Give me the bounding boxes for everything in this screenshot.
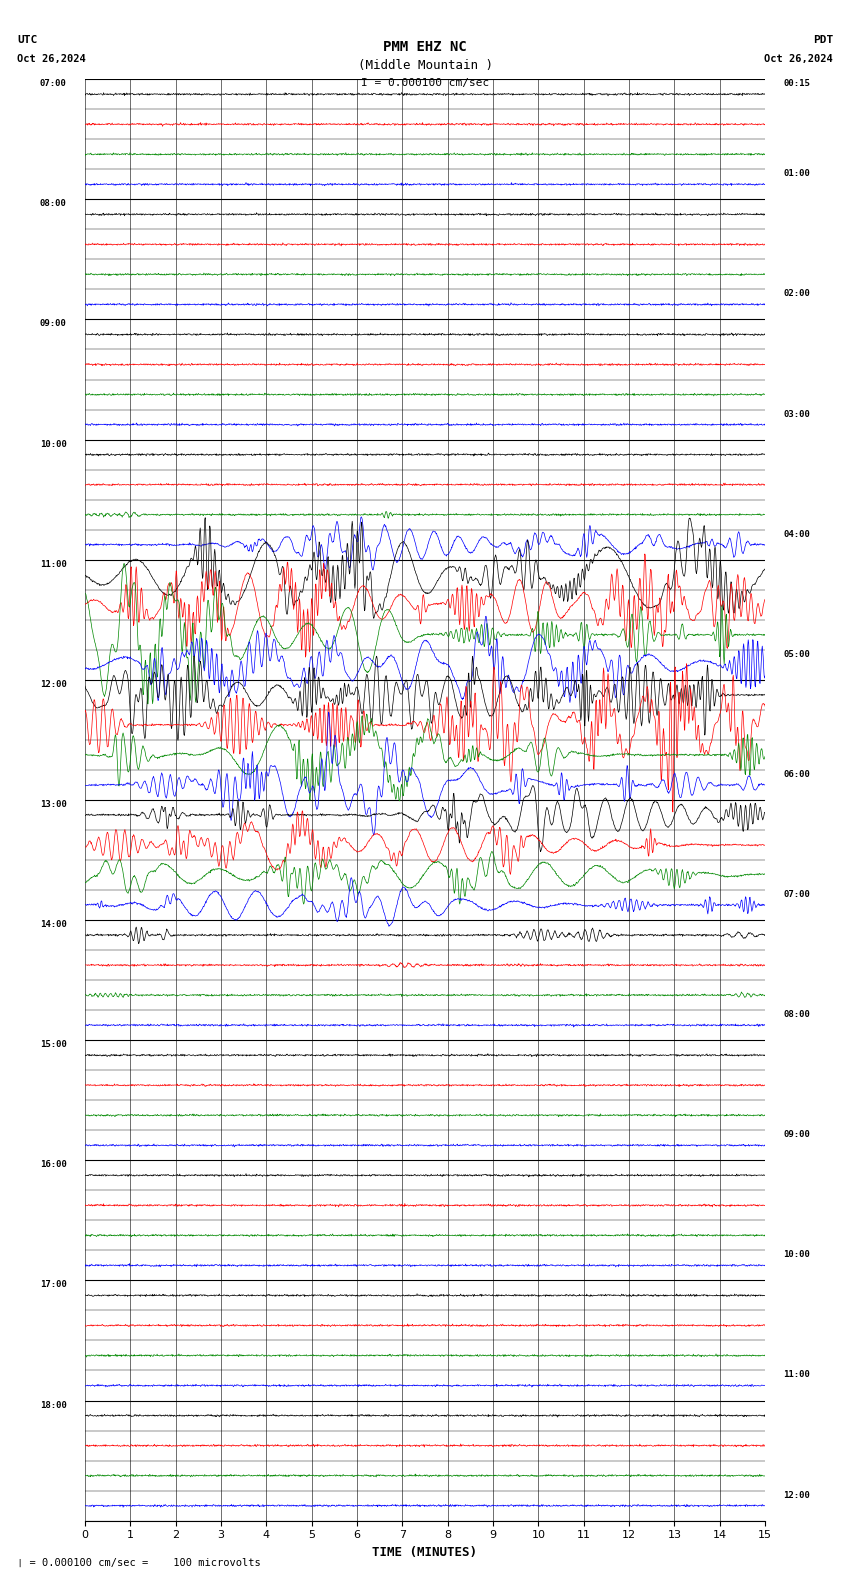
Text: 11:00: 11:00: [783, 1370, 810, 1380]
Text: 01:00: 01:00: [783, 169, 810, 179]
Text: UTC: UTC: [17, 35, 37, 44]
Text: 08:00: 08:00: [783, 1011, 810, 1019]
X-axis label: TIME (MINUTES): TIME (MINUTES): [372, 1546, 478, 1559]
Text: 02:00: 02:00: [783, 290, 810, 298]
Text: ❘ = 0.000100 cm/sec =    100 microvolts: ❘ = 0.000100 cm/sec = 100 microvolts: [17, 1559, 261, 1568]
Text: 08:00: 08:00: [40, 200, 67, 209]
Text: 12:00: 12:00: [40, 680, 67, 689]
Text: Oct 26,2024: Oct 26,2024: [764, 54, 833, 63]
Text: PMM EHZ NC: PMM EHZ NC: [383, 40, 467, 54]
Text: 04:00: 04:00: [783, 529, 810, 539]
Text: 05:00: 05:00: [783, 649, 810, 659]
Text: PDT: PDT: [813, 35, 833, 44]
Text: 12:00: 12:00: [783, 1491, 810, 1500]
Text: 00:15: 00:15: [783, 79, 810, 89]
Text: 06:00: 06:00: [783, 770, 810, 779]
Text: 14:00: 14:00: [40, 920, 67, 930]
Text: 07:00: 07:00: [783, 890, 810, 900]
Text: 07:00: 07:00: [40, 79, 67, 89]
Text: 09:00: 09:00: [40, 320, 67, 328]
Text: 15:00: 15:00: [40, 1041, 67, 1049]
Text: 03:00: 03:00: [783, 410, 810, 418]
Text: I = 0.000100 cm/sec: I = 0.000100 cm/sec: [361, 78, 489, 87]
Text: 13:00: 13:00: [40, 800, 67, 809]
Text: (Middle Mountain ): (Middle Mountain ): [358, 59, 492, 71]
Text: 17:00: 17:00: [40, 1280, 67, 1289]
Text: 10:00: 10:00: [783, 1250, 810, 1259]
Text: 10:00: 10:00: [40, 439, 67, 448]
Text: 18:00: 18:00: [40, 1400, 67, 1410]
Text: 16:00: 16:00: [40, 1159, 67, 1169]
Text: Oct 26,2024: Oct 26,2024: [17, 54, 86, 63]
Text: 09:00: 09:00: [783, 1131, 810, 1139]
Text: 11:00: 11:00: [40, 559, 67, 569]
